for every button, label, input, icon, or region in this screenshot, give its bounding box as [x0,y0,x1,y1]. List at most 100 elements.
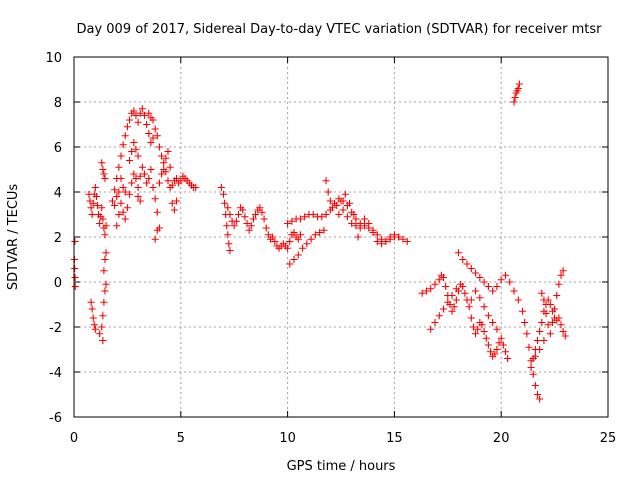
data-point [88,210,96,219]
data-point [93,201,102,210]
data-point [119,183,127,192]
data-point [519,307,527,315]
data-point [548,318,557,327]
data-point [360,215,369,223]
data-point [153,226,161,234]
data-points [70,80,569,403]
data-point [497,276,505,284]
data-point [234,210,243,219]
data-point [239,206,247,214]
data-point [296,215,304,223]
data-point [348,219,356,228]
data-point [125,190,134,198]
data-point [140,170,149,178]
data-point [444,298,452,306]
data-point [121,215,129,223]
data-point [101,231,109,239]
data-point [472,330,480,338]
data-point [192,183,200,192]
data-point [102,280,110,288]
data-point [303,240,311,248]
data-point [286,260,294,268]
data-point [467,296,475,304]
data-point [318,213,326,221]
data-point [153,132,161,140]
data-point [352,222,360,230]
data-point [241,213,249,221]
y-tick-label: 10 [45,51,62,66]
data-point [269,233,277,241]
data-point [422,287,430,295]
data-point [480,303,488,311]
data-point [529,370,537,378]
data-point [536,395,544,403]
data-point [145,109,153,117]
data-point [121,188,129,196]
data-point [226,210,234,219]
data-point [96,219,104,228]
x-axis-tick-labels: 0 5 10 15 20 25 [70,431,616,446]
data-point [123,123,131,131]
data-point [87,204,95,212]
data-point [134,152,142,160]
data-point [533,390,542,399]
data-point [134,192,142,201]
data-point [395,233,403,241]
data-point [320,226,328,234]
data-point [536,327,544,336]
data-point [540,336,548,345]
data-point [557,271,565,279]
data-point [121,132,129,140]
data-point [546,300,554,309]
data-point [258,208,266,216]
data-point [294,235,302,243]
data-point [111,201,119,210]
data-point [559,267,567,275]
data-point [369,228,377,237]
data-point [472,269,480,277]
data-point [418,289,426,297]
data-point [510,287,518,295]
data-point [149,116,157,124]
data-point [523,330,531,338]
data-point [177,177,185,185]
data-point [373,237,381,246]
data-point [128,147,136,156]
data-point [153,208,161,216]
data-point [224,204,232,212]
data-point [149,134,157,142]
data-point [89,314,97,322]
data-point [224,231,232,239]
data-point [132,111,140,120]
data-point [145,129,153,138]
y-tick-label: 6 [54,141,62,156]
data-point [435,312,443,320]
data-point [476,273,484,282]
data-point [373,231,381,239]
data-point [525,343,533,351]
data-point [125,116,134,124]
data-point [143,179,151,187]
data-point [553,291,561,300]
data-point [264,231,272,239]
data-point [290,255,298,264]
data-point [158,170,166,178]
data-point [226,246,234,255]
data-point [337,197,345,205]
data-point [322,177,330,185]
data-point [284,244,292,252]
data-point [90,321,98,329]
data-point [531,352,539,360]
data-point [98,159,106,167]
data-point [225,240,233,248]
data-point [386,233,394,241]
data-point [482,334,490,342]
data-point [91,183,99,192]
x-tick-label: 15 [386,431,403,446]
data-point [533,336,542,345]
data-point [162,154,170,162]
data-point [217,183,225,192]
grid [74,57,608,417]
y-tick-label: -4 [49,366,62,381]
data-point [98,204,106,212]
